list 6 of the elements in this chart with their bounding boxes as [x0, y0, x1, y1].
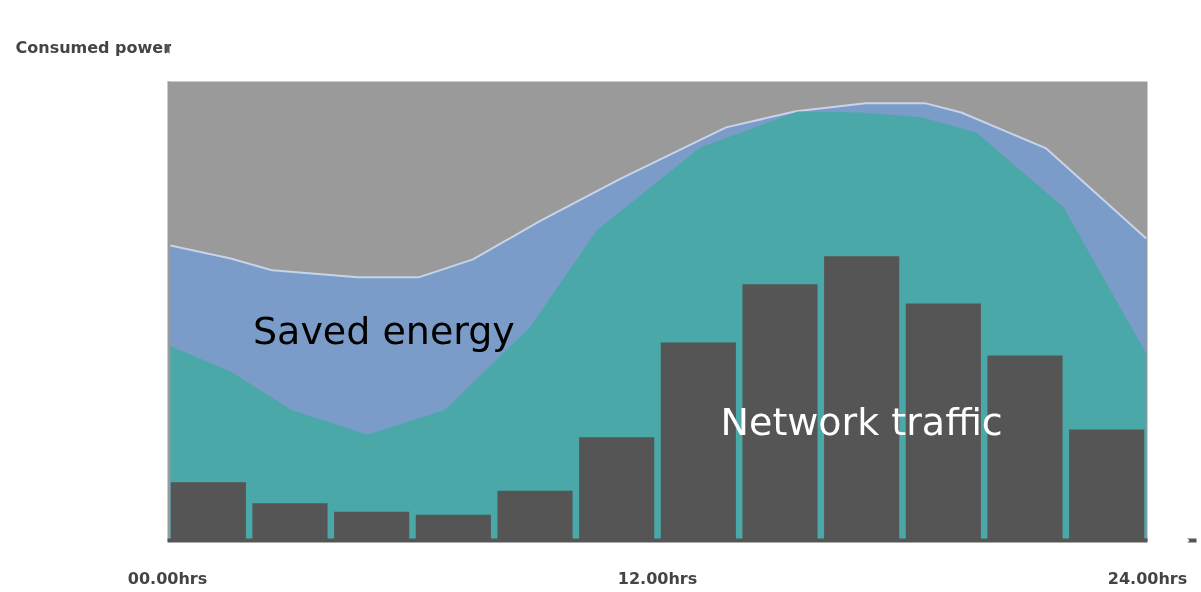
x-tick-label: 12.00hrs	[617, 568, 698, 588]
series-label: Network traffic	[720, 400, 1003, 445]
y-axis-title: Consumed power	[15, 37, 172, 57]
series-label: Saved energy	[252, 308, 515, 353]
x-tick-label: 00.00hrs	[127, 568, 208, 588]
x-tick-label: 24.00hrs	[1107, 568, 1188, 588]
